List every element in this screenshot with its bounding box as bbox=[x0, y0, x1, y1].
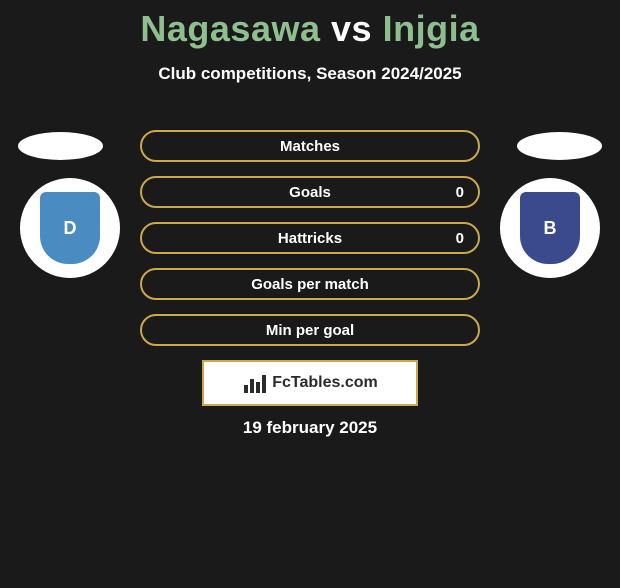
player2-avatar-placeholder bbox=[517, 132, 602, 160]
stat-label: Hattricks bbox=[278, 230, 342, 247]
club-glyph-left: D bbox=[64, 218, 77, 239]
stat-right-value: 0 bbox=[456, 184, 464, 201]
club-shield-left: D bbox=[40, 192, 100, 264]
stat-label: Goals bbox=[289, 184, 331, 201]
brand-text: FcTables.com bbox=[272, 374, 378, 392]
club-badge-right: B bbox=[500, 178, 600, 278]
stat-row-gpm: Goals per match bbox=[140, 268, 480, 300]
vs-text: vs bbox=[331, 8, 372, 49]
stat-row-hattricks: Hattricks 0 bbox=[140, 222, 480, 254]
stats-rows: Matches Goals 0 Hattricks 0 Goals per ma… bbox=[140, 130, 480, 346]
date-stamp: 19 february 2025 bbox=[0, 418, 620, 438]
page-title: Nagasawa vs Injgia bbox=[0, 8, 620, 50]
bar-chart-icon bbox=[242, 373, 268, 393]
club-badge-left: D bbox=[20, 178, 120, 278]
player2-name: Injgia bbox=[383, 8, 480, 49]
stat-label: Matches bbox=[280, 138, 340, 155]
club-shield-right: B bbox=[520, 192, 580, 264]
stat-row-mpg: Min per goal bbox=[140, 314, 480, 346]
stat-right-value: 0 bbox=[456, 230, 464, 247]
stat-row-goals: Goals 0 bbox=[140, 176, 480, 208]
stat-row-matches: Matches bbox=[140, 130, 480, 162]
subtitle: Club competitions, Season 2024/2025 bbox=[0, 64, 620, 84]
player1-avatar-placeholder bbox=[18, 132, 103, 160]
stat-label: Min per goal bbox=[266, 322, 354, 339]
player1-name: Nagasawa bbox=[140, 8, 320, 49]
brand-box: FcTables.com bbox=[202, 360, 418, 406]
stat-label: Goals per match bbox=[251, 276, 369, 293]
club-glyph-right: B bbox=[544, 218, 557, 239]
